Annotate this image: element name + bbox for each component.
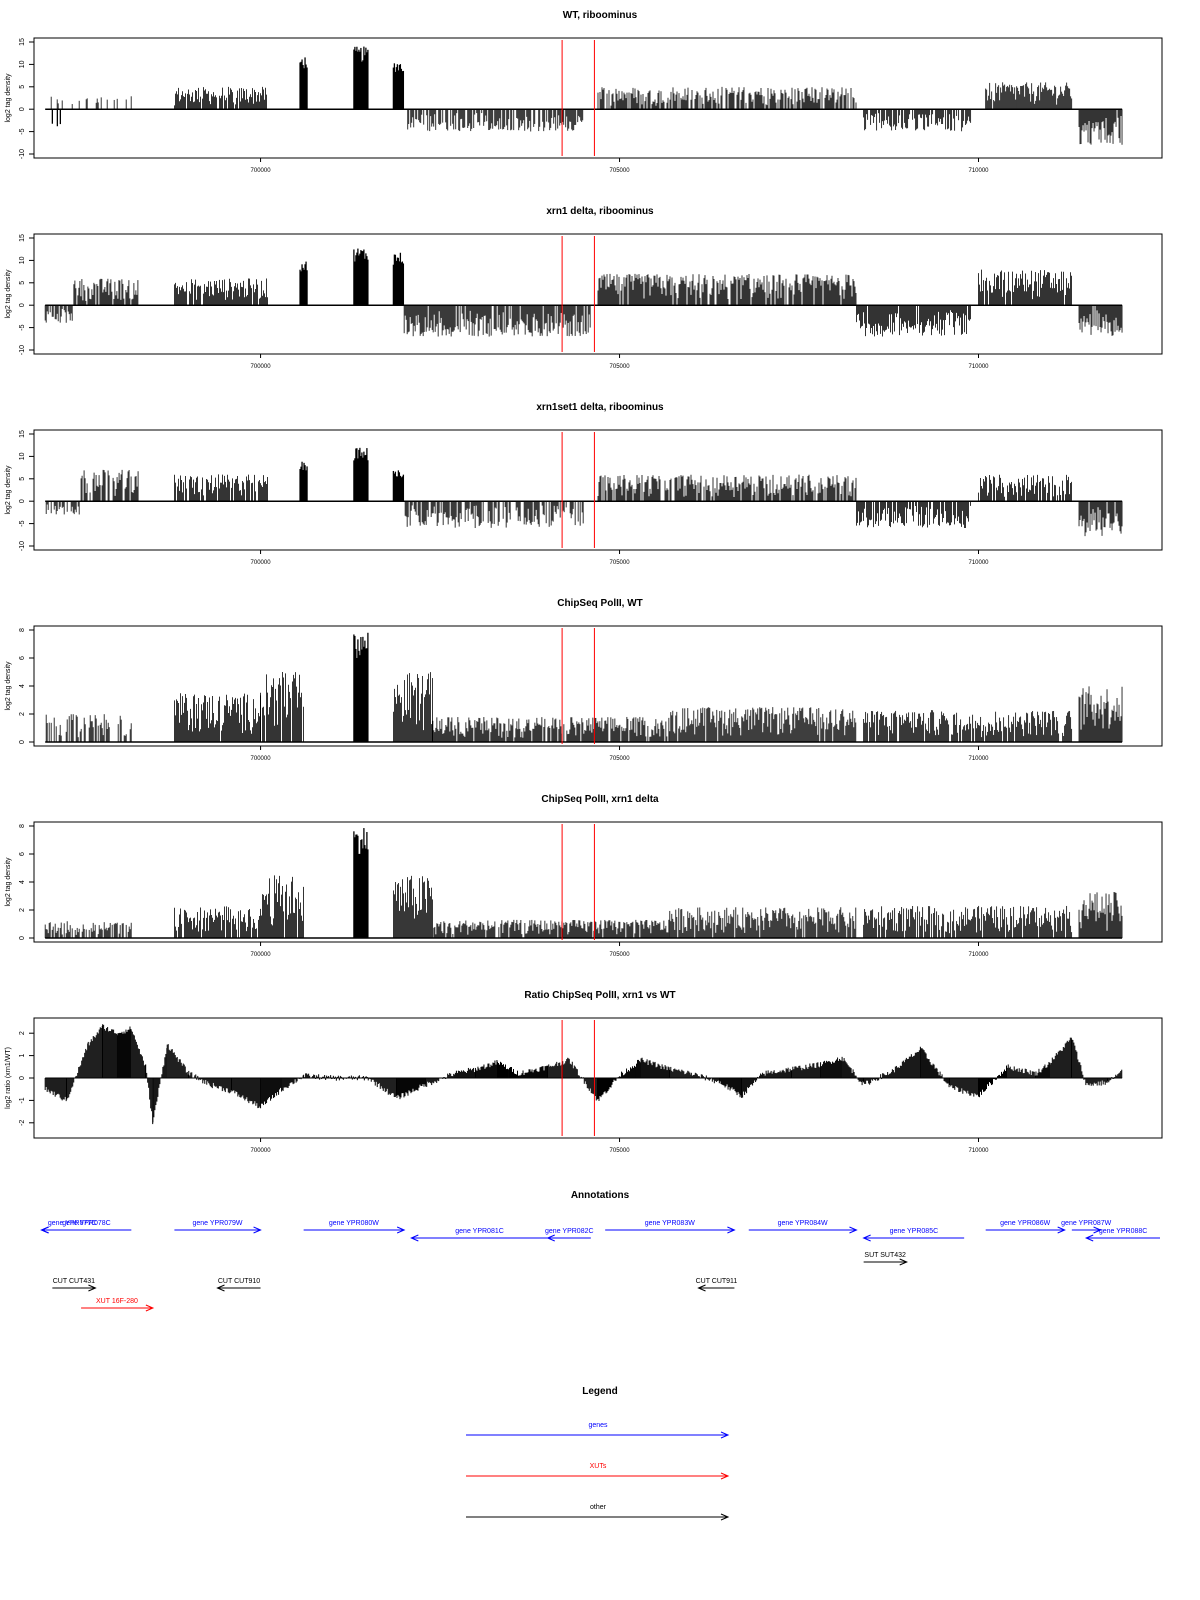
y-axis-label: log2 tag density [5, 857, 12, 907]
y-tick-label: -5 [19, 520, 26, 526]
y-axis-label: log2 tag density [5, 73, 12, 123]
y-tick-label: 0 [19, 303, 26, 307]
chart-panel: -10 -5 0 5 10 15 log2 tag density 700000 705000 7… [5, 233, 1163, 370]
x-tick-label: 710000 [968, 560, 989, 566]
y-tick-label: -10 [19, 541, 26, 551]
data-bars [44, 248, 1123, 337]
y-tick-label: 15 [19, 38, 26, 46]
chart-panel: -10 -5 0 5 10 15 log2 tag density 700000 705000 7… [5, 429, 1163, 566]
x-tick-label: 700000 [251, 1148, 272, 1154]
panel-title: WT, riboominus [562, 10, 638, 21]
y-tick-label: 8 [19, 628, 26, 632]
y-tick-label: 5 [19, 477, 26, 481]
panel-title: xrn1 delta, riboominus [546, 206, 654, 217]
y-axis-label: log2 ratio (xrn1/WT) [5, 1047, 12, 1109]
x-tick-label: 700000 [251, 756, 272, 762]
plot-frame [33, 429, 1163, 551]
y-tick-label: 6 [19, 656, 26, 660]
y-tick-label: 5 [19, 85, 26, 89]
y-tick-label: 2 [19, 908, 26, 912]
data-bars [50, 46, 1123, 145]
x-tick-label: 710000 [968, 756, 989, 762]
x-tick-label: 710000 [968, 952, 989, 958]
x-tick-label: 710000 [968, 168, 989, 174]
x-tick-label: 705000 [610, 364, 631, 370]
y-tick-label: 10 [19, 452, 26, 460]
y-tick-label: 1 [19, 1054, 26, 1058]
y-tick-label: 5 [19, 281, 26, 285]
panel-title: ChipSeq PolII, xrn1 delta [541, 794, 659, 805]
y-tick-label: -10 [19, 149, 26, 159]
y-tick-label: -2 [19, 1120, 26, 1126]
panel-title: xrn1set1 delta, riboominus [536, 402, 664, 413]
data-bars [44, 828, 1123, 938]
y-tick-label: 4 [19, 880, 26, 884]
y-tick-label: 0 [19, 936, 26, 940]
panel-title: Ratio ChipSeq PolII, xrn1 vs WT [524, 990, 676, 1001]
x-tick-label: 710000 [968, 364, 989, 370]
y-axis-label: log2 tag density [5, 269, 12, 319]
plot-frame [33, 233, 1163, 355]
y-tick-label: 15 [19, 234, 26, 242]
x-tick-label: 700000 [251, 952, 272, 958]
x-tick-label: 705000 [610, 756, 631, 762]
y-tick-label: -10 [19, 345, 26, 355]
y-tick-label: 0 [19, 499, 26, 503]
y-tick-label: 4 [19, 684, 26, 688]
y-tick-label: -1 [19, 1097, 26, 1103]
y-axis-label: log2 tag density [5, 661, 12, 711]
y-axis-label: log2 tag density [5, 465, 12, 515]
y-tick-label: 0 [19, 740, 26, 744]
chart-panel: 0 2 4 6 8 log2 tag density 700000 705000 710000 [5, 625, 1163, 762]
y-tick-label: 8 [19, 824, 26, 828]
chart-panel: -10 -5 0 5 10 15 log2 tag density 700000 705000 7… [5, 37, 1163, 174]
x-tick-label: 700000 [251, 560, 272, 566]
y-tick-label: -5 [19, 128, 26, 134]
x-tick-label: 705000 [610, 952, 631, 958]
x-tick-label: 705000 [610, 1148, 631, 1154]
x-tick-label: 700000 [251, 364, 272, 370]
x-tick-label: 705000 [610, 560, 631, 566]
y-tick-label: 2 [19, 712, 26, 716]
y-tick-label: 15 [19, 430, 26, 438]
y-tick-label: 0 [19, 107, 26, 111]
chart-panel: 0 2 4 6 8 log2 tag density 700000 705000 710000 [5, 821, 1163, 958]
y-tick-label: 0 [19, 1076, 26, 1080]
y-tick-label: -5 [19, 324, 26, 330]
y-tick-label: 10 [19, 256, 26, 264]
data-bars [45, 447, 1123, 537]
y-tick-label: 2 [19, 1031, 26, 1035]
panel-title: ChipSeq PolII, WT [557, 598, 643, 609]
chart-panel: -2 -1 0 1 2 log2 ratio (xrn1/WT) 700000 705000 7… [5, 1017, 1163, 1154]
x-tick-label: 710000 [968, 1148, 989, 1154]
y-tick-label: 6 [19, 852, 26, 856]
plot-frame [33, 37, 1163, 159]
y-tick-label: 10 [19, 60, 26, 68]
x-tick-label: 705000 [610, 168, 631, 174]
data-bars [45, 632, 1123, 742]
x-tick-label: 700000 [251, 168, 272, 174]
data-bars [44, 1024, 1123, 1125]
